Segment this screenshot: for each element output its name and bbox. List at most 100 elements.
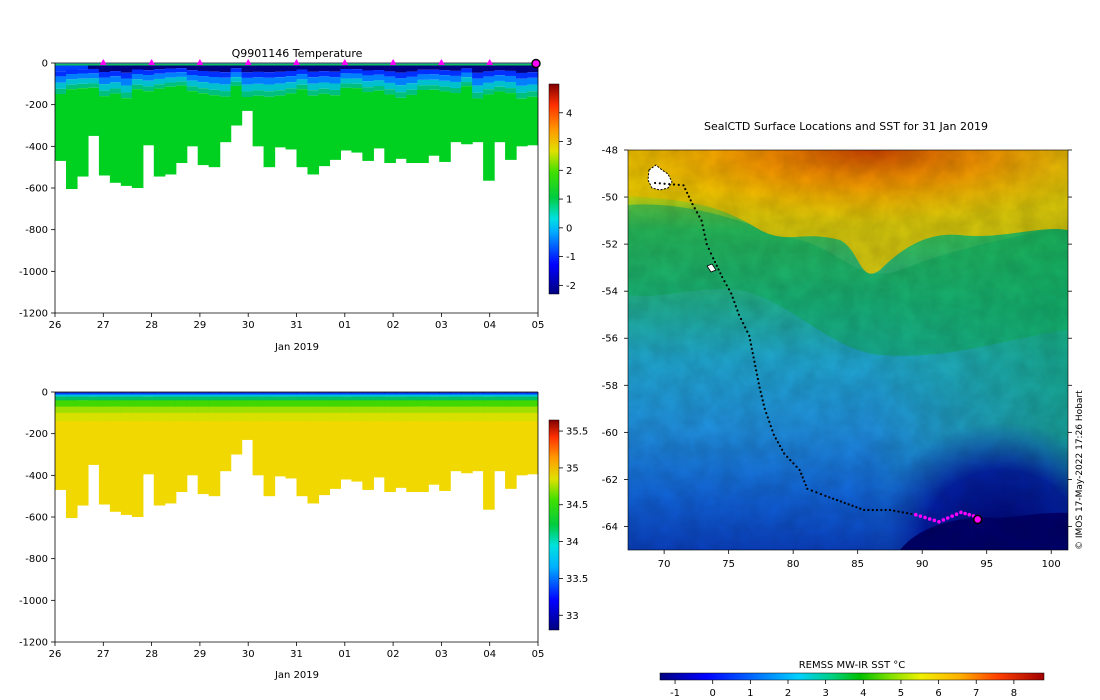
profile-band xyxy=(373,392,385,393)
track-point xyxy=(741,322,745,325)
track-point xyxy=(950,514,954,518)
profile-band xyxy=(296,394,309,397)
profile-band xyxy=(307,83,320,91)
profile-band xyxy=(318,93,331,167)
profile-band xyxy=(164,82,177,87)
profile-band xyxy=(329,396,342,404)
profile-band xyxy=(87,392,100,395)
profile-band xyxy=(439,396,451,401)
track-point xyxy=(863,508,866,512)
profile-band xyxy=(76,400,89,411)
profile-band xyxy=(175,406,188,417)
profile-band xyxy=(417,63,429,64)
track-point xyxy=(832,497,835,500)
profile-band xyxy=(219,63,232,64)
profile-band xyxy=(296,392,309,395)
profile-band xyxy=(142,394,155,397)
track-point xyxy=(859,507,862,510)
profile-band xyxy=(55,63,67,67)
track-point xyxy=(792,462,795,465)
profile-band xyxy=(109,392,122,395)
profile-band xyxy=(285,392,298,395)
profile-band xyxy=(98,396,111,404)
profile-band xyxy=(285,406,298,415)
profile-column xyxy=(65,392,78,519)
profile-band xyxy=(120,63,133,67)
profile-band xyxy=(219,91,232,97)
profile-band xyxy=(439,392,451,395)
profile-band xyxy=(461,412,473,426)
profile-band xyxy=(164,421,177,504)
profile-band xyxy=(461,392,473,393)
profile-column xyxy=(263,63,276,168)
colorbar-tick-label: 4 xyxy=(566,108,572,119)
profile-band xyxy=(285,421,298,479)
profile-band xyxy=(219,406,232,416)
profile-band xyxy=(142,63,155,67)
sst-colorbar-tick-label: 0 xyxy=(710,688,716,699)
profile-band xyxy=(175,396,188,404)
track-point xyxy=(800,472,803,475)
profile-band xyxy=(494,86,506,92)
profile-band xyxy=(241,84,254,92)
profile-band xyxy=(241,421,254,440)
profile-band xyxy=(439,400,451,408)
profile-column xyxy=(362,392,374,490)
track-point xyxy=(847,503,850,506)
x-tick-label: 30 xyxy=(242,649,255,660)
profile-band xyxy=(417,400,429,407)
profile-column xyxy=(164,63,177,175)
profile-band xyxy=(175,65,188,69)
profile-band xyxy=(263,412,276,427)
profile-band xyxy=(329,63,342,66)
profile-column xyxy=(131,392,144,517)
track-point xyxy=(760,395,763,398)
profile-band xyxy=(527,406,538,417)
track-point xyxy=(734,305,737,308)
profile-band xyxy=(351,396,363,402)
profile-band xyxy=(417,392,429,393)
profile-band xyxy=(494,421,506,472)
profile-band xyxy=(285,88,298,94)
profile-band xyxy=(395,412,407,424)
sst-colorbar-tick-label: 3 xyxy=(822,688,828,699)
profile-band xyxy=(516,85,528,93)
profile-band xyxy=(65,84,78,90)
profile-band xyxy=(472,392,484,393)
profile-band xyxy=(351,392,363,395)
profile-band xyxy=(527,400,538,411)
kerguelen-island-icon xyxy=(647,164,673,191)
sst-colorbar-tick-label: -1 xyxy=(670,688,680,699)
map-x-tick-label: 90 xyxy=(916,559,929,570)
profile-band xyxy=(373,396,385,402)
profile-band xyxy=(351,421,363,482)
profile-band xyxy=(274,394,287,397)
track-point xyxy=(906,512,909,515)
track-point xyxy=(927,517,932,521)
track-point xyxy=(744,326,747,329)
profile-band xyxy=(329,392,342,395)
profile-band xyxy=(219,396,232,401)
profile-band xyxy=(450,81,462,88)
profile-band xyxy=(472,85,484,93)
profile-band xyxy=(241,96,254,111)
x-tick-label: 02 xyxy=(387,649,400,660)
profile-column xyxy=(527,63,538,146)
profile-band xyxy=(439,70,451,76)
profile-band xyxy=(285,65,298,72)
profile-band xyxy=(274,392,287,395)
profile-band xyxy=(494,400,506,409)
profile-band xyxy=(472,65,484,73)
profile-band xyxy=(208,421,221,497)
profile-band xyxy=(461,86,473,145)
profile-band xyxy=(241,412,254,425)
profile-band xyxy=(55,406,67,418)
track-point xyxy=(707,247,710,250)
profile-band xyxy=(208,71,221,78)
profile-band xyxy=(120,396,133,402)
profile-band xyxy=(395,63,407,64)
profile-band xyxy=(472,63,484,67)
profile-band xyxy=(55,71,67,77)
profile-band xyxy=(395,396,407,402)
profile-column xyxy=(384,63,396,163)
